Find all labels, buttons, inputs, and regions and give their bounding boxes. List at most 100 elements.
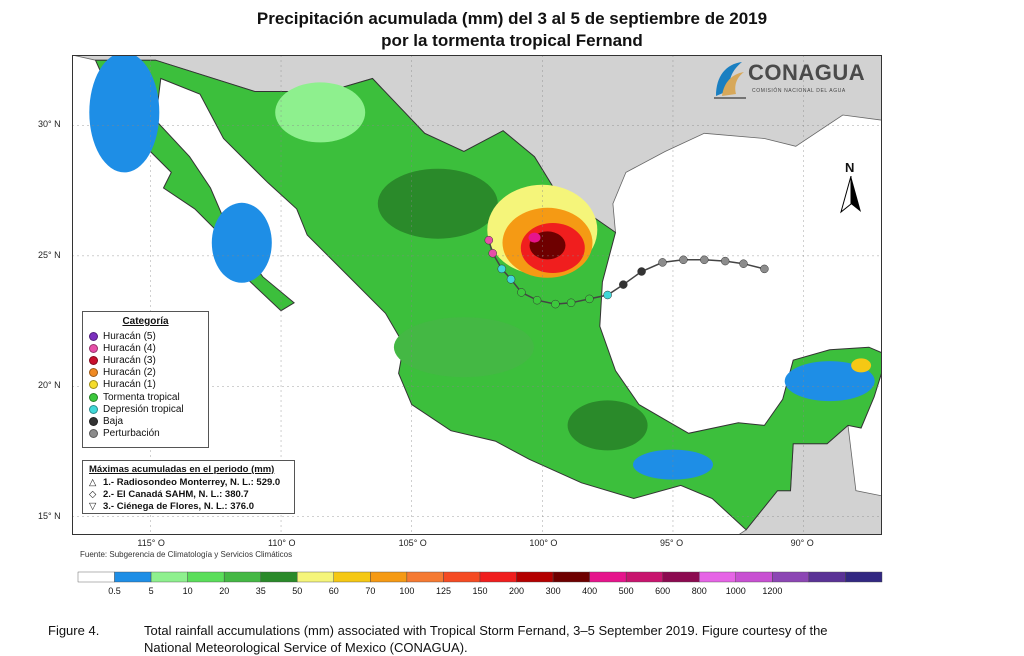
storm-track-point	[532, 295, 542, 305]
legend-item: Baja	[83, 415, 208, 427]
colorbar-tick-label: 150	[472, 586, 487, 596]
legend-item: Depresión tropical	[83, 403, 208, 415]
rain-area-veracruz	[567, 400, 648, 451]
legend-swatch-icon	[89, 392, 98, 402]
storm-track-point	[760, 264, 769, 274]
colorbar-tick-label: 600	[655, 586, 670, 596]
colorbar-swatch	[808, 571, 846, 583]
precipitation-colorbar: 0.5 5 10 20 35 50 60 70 100 125 150 200 300 400 500 600…	[77, 571, 883, 596]
colorbar-tick-label: 800	[692, 586, 707, 596]
colorbar-tick-label: 125	[436, 586, 451, 596]
colorbar-tick-label: 60	[329, 586, 339, 596]
colorbar-swatch	[370, 571, 408, 583]
colorbar-tick-label: 200	[509, 586, 524, 596]
legend-item-label: Huracán (3)	[103, 354, 156, 366]
colorbar-tick-label: 1200	[762, 586, 782, 596]
legend-swatch-icon	[89, 429, 98, 439]
legend-item: Perturbación	[83, 428, 208, 440]
colorbar-swatch	[735, 571, 773, 583]
maxima-symbol-icon: ▽	[89, 500, 97, 512]
conagua-emblem-icon	[714, 62, 746, 99]
lon-tick-label: 90° O	[790, 538, 814, 548]
rain-area-sierra-madre	[377, 168, 498, 239]
legend-item-label: Depresión tropical	[103, 403, 184, 415]
colorbar-swatch	[626, 571, 663, 583]
storm-track-point	[700, 255, 709, 265]
rain-area-baja-north	[89, 55, 160, 173]
caption-line-1: Total rainfall accumulations (mm) associ…	[144, 623, 828, 638]
rain-area-yucatan	[784, 361, 875, 402]
caption-figure-number: Figure 4.	[48, 623, 100, 638]
storm-track-point	[603, 290, 612, 300]
lon-tick-label: 100° O	[529, 538, 558, 548]
maxima-item: ▽ 3.- Ciénega de Flores, N. L.: 376.0	[83, 500, 294, 512]
storm-track-point	[637, 267, 646, 276]
maxima-symbol-icon: ◇	[89, 488, 97, 500]
colorbar-swatch	[150, 571, 188, 583]
colorbar-tick-label: 35	[256, 586, 266, 596]
lat-tick-label: 15° N	[38, 510, 61, 521]
colorbar-tick-label: 5	[149, 586, 154, 596]
colorbar-tick-label: 0.5	[108, 586, 121, 596]
source-note: Fuente: Subgerencia de Climatología y Se…	[80, 550, 293, 559]
maxima-item-text: 3.- Ciénega de Flores, N. L.: 376.0	[103, 500, 254, 512]
lon-tick-label: 95° O	[659, 538, 684, 548]
rain-area-sonora	[275, 82, 366, 143]
storm-track-point	[679, 255, 688, 265]
legend-swatch-icon	[89, 343, 98, 353]
colorbar-swatch	[297, 571, 334, 583]
colorbar-swatch	[699, 571, 736, 583]
storm-track-point	[566, 298, 576, 308]
colorbar-tick-label: 400	[582, 586, 597, 596]
storm-track-point	[497, 264, 507, 274]
legend-item-label: Tormenta tropical	[103, 391, 180, 403]
legend-swatch-icon	[89, 368, 98, 378]
lat-tick-label: 20° N	[38, 380, 61, 391]
storm-track-point	[619, 280, 628, 289]
maxima-legend: Máximas acumuladas en el periodo (mm) △ 1…	[82, 460, 295, 514]
category-legend-title: Categoría	[122, 316, 169, 327]
logo-name: CONAGUA	[748, 60, 866, 85]
maxima-title: Máximas acumuladas en el periodo (mm)	[89, 464, 275, 475]
lat-tick-label: 25° N	[38, 249, 61, 260]
rain-area-central	[393, 317, 534, 378]
colorbar-tick-label: 500	[619, 586, 634, 596]
map-title-line-1: Precipitación acumulada (mm) del 3 al 5 …	[256, 9, 768, 28]
colorbar-swatch	[333, 571, 371, 583]
legend-item-label: Huracán (4)	[103, 342, 156, 354]
storm-track-point	[506, 275, 516, 284]
colorbar-swatch	[479, 571, 517, 583]
colorbar-swatch	[552, 571, 590, 583]
north-arrow-icon	[840, 176, 861, 214]
lat-tick-label: 30° N	[38, 119, 61, 130]
maxima-item: ◇ 2.- El Canadá SAHM, N. L.: 380.7	[83, 488, 294, 500]
legend-item: Huracán (4)	[83, 342, 208, 354]
legend-item-label: Perturbación	[103, 428, 160, 440]
storm-track-point	[551, 299, 560, 309]
logo-subtitle: COMISIÓN NACIONAL DEL AGUA	[752, 88, 846, 94]
colorbar-tick-label: 1000	[726, 586, 746, 596]
storm-track-point	[720, 256, 730, 266]
legend-item-label: Huracán (2)	[103, 367, 156, 379]
map-frame	[72, 55, 882, 535]
precipitation-map	[72, 55, 882, 535]
conagua-logo: CONAGUA COMISIÓN NACIONAL DEL AGUA	[712, 56, 882, 102]
map-title-line-2: por la tormenta tropical Fernand	[381, 31, 643, 50]
legend-swatch-icon	[89, 416, 98, 426]
maxima-symbol-icon: △	[89, 476, 97, 488]
legend-swatch-icon	[89, 380, 98, 390]
legend-item-label: Huracán (5)	[103, 330, 156, 342]
colorbar-swatch	[443, 571, 481, 583]
colorbar-swatch	[187, 571, 225, 583]
legend-swatch-icon	[89, 355, 98, 365]
colorbar-swatch	[406, 571, 444, 583]
colorbar-swatch	[845, 571, 883, 583]
legend-item-label: Baja	[103, 415, 124, 427]
rain-area-baja-south	[211, 202, 272, 283]
colorbar-swatch	[223, 571, 261, 583]
colorbar-swatch	[77, 571, 115, 583]
lon-tick-label: 110° O	[268, 538, 296, 548]
caption-line-2: National Meteorological Service of Mexic…	[144, 640, 468, 655]
colorbar-tick-label: 300	[546, 586, 561, 596]
colorbar-tick-label: 100	[399, 586, 414, 596]
